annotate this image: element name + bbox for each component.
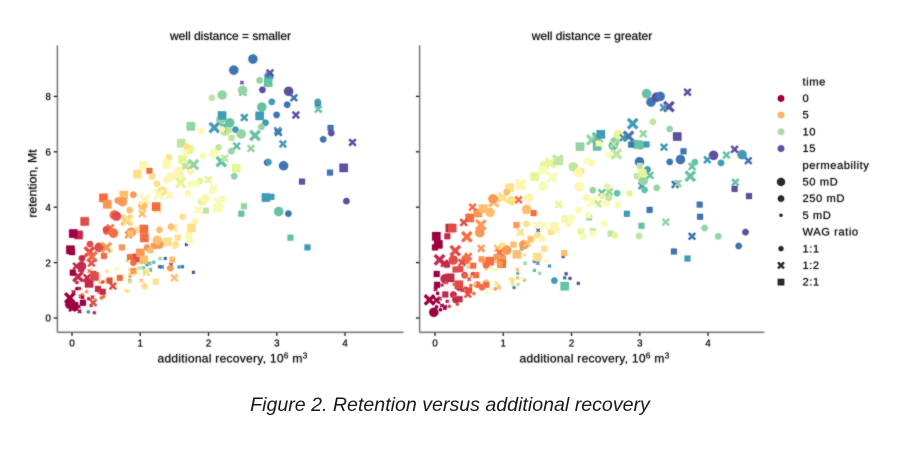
- svg-text:Figure 2. Retention versus add: Figure 2. Retention versus additional re…: [250, 394, 651, 416]
